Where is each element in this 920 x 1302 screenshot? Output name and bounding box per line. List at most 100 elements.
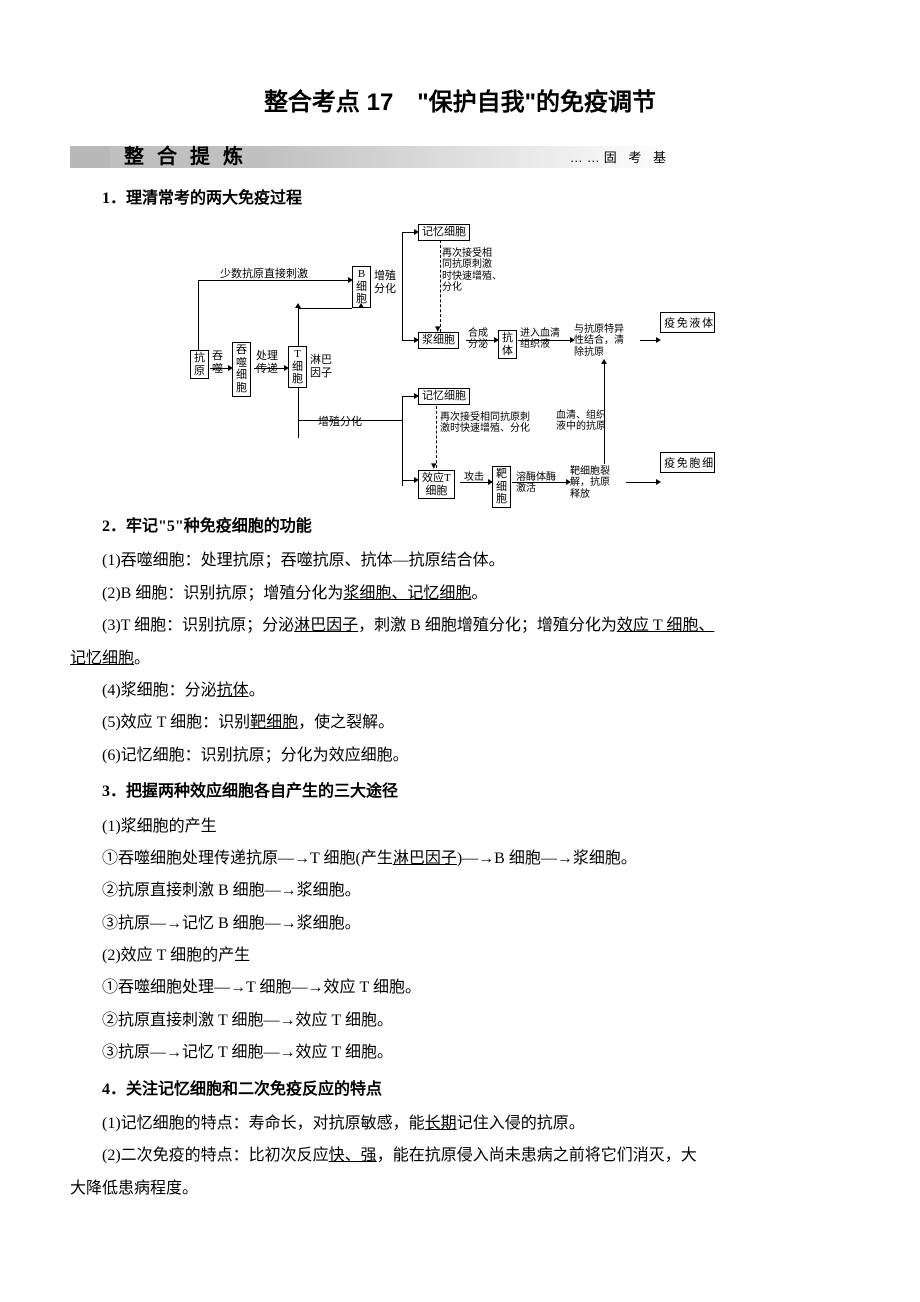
label-memory-bot-note: 再次接受相同抗原刺激时快速增殖、分化 (440, 412, 530, 435)
arrow (626, 482, 656, 483)
node-effT: 效应T细胞 (418, 470, 455, 499)
underline: 淋巴因子 (294, 617, 358, 634)
arrow (210, 368, 228, 369)
banner-decor-left (70, 146, 110, 168)
heading-1: 1．理清常考的两大免疫过程 (70, 184, 850, 214)
label-lyso: 溶酶体酶激活 (516, 472, 556, 495)
label-lymphokine: 淋巴因子 (310, 354, 332, 379)
banner-decor-fade: ……固 考 基 (261, 146, 850, 168)
text: (2)B 细胞：识别抗原；增殖分化为 (102, 585, 343, 602)
s3-p2-1: ①吞噬细胞处理―→T 细胞―→效应 T 细胞。 (70, 973, 850, 1003)
node-cellular: 细胞免疫 (660, 452, 715, 473)
immune-process-diagram: 抗原 吞噬 吞噬细胞 处理传递 T细胞 淋巴因子 少数抗原直接刺激 B细胞 增殖… (190, 220, 730, 500)
label-serum-note: 血清、组织液中的抗原 (556, 410, 606, 433)
arrow (460, 482, 488, 483)
arrow (402, 480, 414, 481)
s2-item4: (4)浆细胞：分泌抗体。 (70, 676, 850, 706)
s4-item1: (1)记忆细胞的特点：寿命长，对抗原敏感，能长期记住入侵的抗原。 (70, 1109, 850, 1139)
underline: 效应 T 细胞、 (617, 617, 715, 634)
text: 。 (249, 682, 265, 699)
page-title: 整合考点 17 "保护自我"的免疫调节 (70, 80, 850, 126)
underline: 浆细胞、记忆细胞 (343, 585, 471, 602)
text: 。 (471, 585, 487, 602)
s4-item2-line2: 大降低患病程度。 (70, 1174, 850, 1204)
text: ①吞噬细胞处理传递抗原―→T 细胞(产生 (102, 850, 393, 867)
s3-p1-2: ②抗原直接刺激 B 细胞―→浆细胞。 (70, 876, 850, 906)
arrow (298, 308, 299, 346)
label-memory-top-note: 再次接受相同抗原刺激时快速增殖、分化 (442, 248, 502, 294)
underline: 抗体 (217, 682, 249, 699)
s2-item1: (1)吞噬细胞：处理抗原；吞噬抗原、抗体—抗原结合体。 (70, 546, 850, 576)
node-memory-bot: 记忆细胞 (418, 388, 470, 405)
line (298, 388, 299, 438)
node-memory-top: 记忆细胞 (418, 224, 470, 241)
s3-p2: (2)效应 T 细胞的产生 (70, 941, 850, 971)
arrow (402, 396, 414, 397)
underline: 淋巴因子 (393, 850, 457, 867)
s2-item5: (5)效应 T 细胞：识别靶细胞，使之裂解。 (70, 708, 850, 738)
node-antibody: 抗体 (498, 330, 517, 359)
text: 。 (134, 650, 150, 667)
s3-p1: (1)浆细胞的产生 (70, 812, 850, 842)
arrow (254, 368, 284, 369)
label-process: 处理传递 (256, 350, 278, 375)
arrow (640, 340, 656, 341)
label-prolif1: 增殖分化 (374, 270, 396, 295)
banner-right-text: ……固 考 基 (570, 146, 670, 171)
line (402, 396, 403, 486)
s3-p1-3: ③抗原―→记忆 B 细胞―→浆细胞。 (70, 909, 850, 939)
dashed-line (436, 406, 437, 468)
heading-4: 4．关注记忆细胞和二次免疫反应的特点 (70, 1075, 850, 1105)
s3-p2-3: ③抗原―→记忆 T 细胞―→效应 T 细胞。 (70, 1038, 850, 1068)
label-lysis: 靶细胞裂解，抗原释放 (570, 466, 610, 501)
node-tcell: T细胞 (288, 346, 307, 388)
node-bcell: B细胞 (352, 266, 371, 308)
text: (1)记忆细胞的特点：寿命长，对抗原敏感，能 (102, 1115, 425, 1132)
text: ，刺激 B 细胞增殖分化；增殖分化为 (358, 617, 617, 634)
node-plasma: 浆细胞 (418, 332, 459, 349)
node-target: 靶细胞 (492, 466, 511, 508)
text: ，使之裂解。 (298, 714, 394, 731)
s3-p1-1: ①吞噬细胞处理传递抗原―→T 细胞(产生淋巴因子)―→B 细胞―→浆细胞。 (70, 844, 850, 874)
arrow (402, 340, 414, 341)
arrow (466, 340, 494, 341)
line (198, 280, 199, 350)
underline: 靶细胞 (250, 714, 298, 731)
node-humoral: 体液免疫 (660, 312, 715, 333)
text: (5)效应 T 细胞：识别 (102, 714, 250, 731)
heading-2: 2．牢记"5"种免疫细胞的功能 (70, 512, 850, 542)
text: )―→B 细胞―→浆细胞。 (457, 850, 637, 867)
arrow (198, 280, 348, 281)
arrow (518, 340, 570, 341)
s2-item3-line2: 记忆细胞。 (70, 644, 850, 674)
s2-item6: (6)记忆细胞：识别抗原；分化为效应细胞。 (70, 741, 850, 771)
s2-item3-line1: (3)T 细胞：识别抗原；分泌淋巴因子，刺激 B 细胞增殖分化；增殖分化为效应 … (70, 611, 850, 641)
banner-label: 整 合 提 炼 (110, 146, 261, 168)
s2-item2: (2)B 细胞：识别抗原；增殖分化为浆细胞、记忆细胞。 (70, 579, 850, 609)
text: (4)浆细胞：分泌 (102, 682, 217, 699)
text: ，能在抗原侵入尚未患病之前将它们消灭，大 (377, 1147, 697, 1164)
s4-item2-line1: (2)二次免疫的特点：比初次反应快、强，能在抗原侵入尚未患病之前将它们消灭，大 (70, 1141, 850, 1171)
arrow (512, 482, 566, 483)
underline: 长期 (425, 1115, 457, 1132)
underline: 记忆细胞 (70, 650, 134, 667)
text: 记住入侵的抗原。 (457, 1115, 585, 1132)
arrow (402, 232, 414, 233)
s3-p2-2: ②抗原直接刺激 T 细胞―→效应 T 细胞。 (70, 1006, 850, 1036)
text: (3)T 细胞：识别抗原；分泌 (102, 617, 294, 634)
heading-3: 3．把握两种效应细胞各自产生的三大途径 (70, 777, 850, 807)
dashed-line (440, 240, 441, 332)
arrow (604, 364, 605, 464)
label-bind: 与抗原特异性结合，清除抗原 (574, 324, 624, 359)
node-macrophage: 吞噬细胞 (232, 342, 251, 397)
label-few-direct: 少数抗原直接刺激 (220, 268, 308, 281)
line (298, 420, 402, 421)
line (402, 232, 403, 340)
line (298, 308, 352, 309)
text: (2)二次免疫的特点：比初次反应 (102, 1147, 329, 1164)
node-antigen: 抗原 (190, 350, 209, 379)
section-banner: 整 合 提 炼 ……固 考 基 (70, 144, 850, 170)
label-swallow: 吞噬 (212, 350, 223, 375)
underline: 快、强 (329, 1147, 377, 1164)
label-prolif2: 增殖分化 (318, 416, 362, 429)
